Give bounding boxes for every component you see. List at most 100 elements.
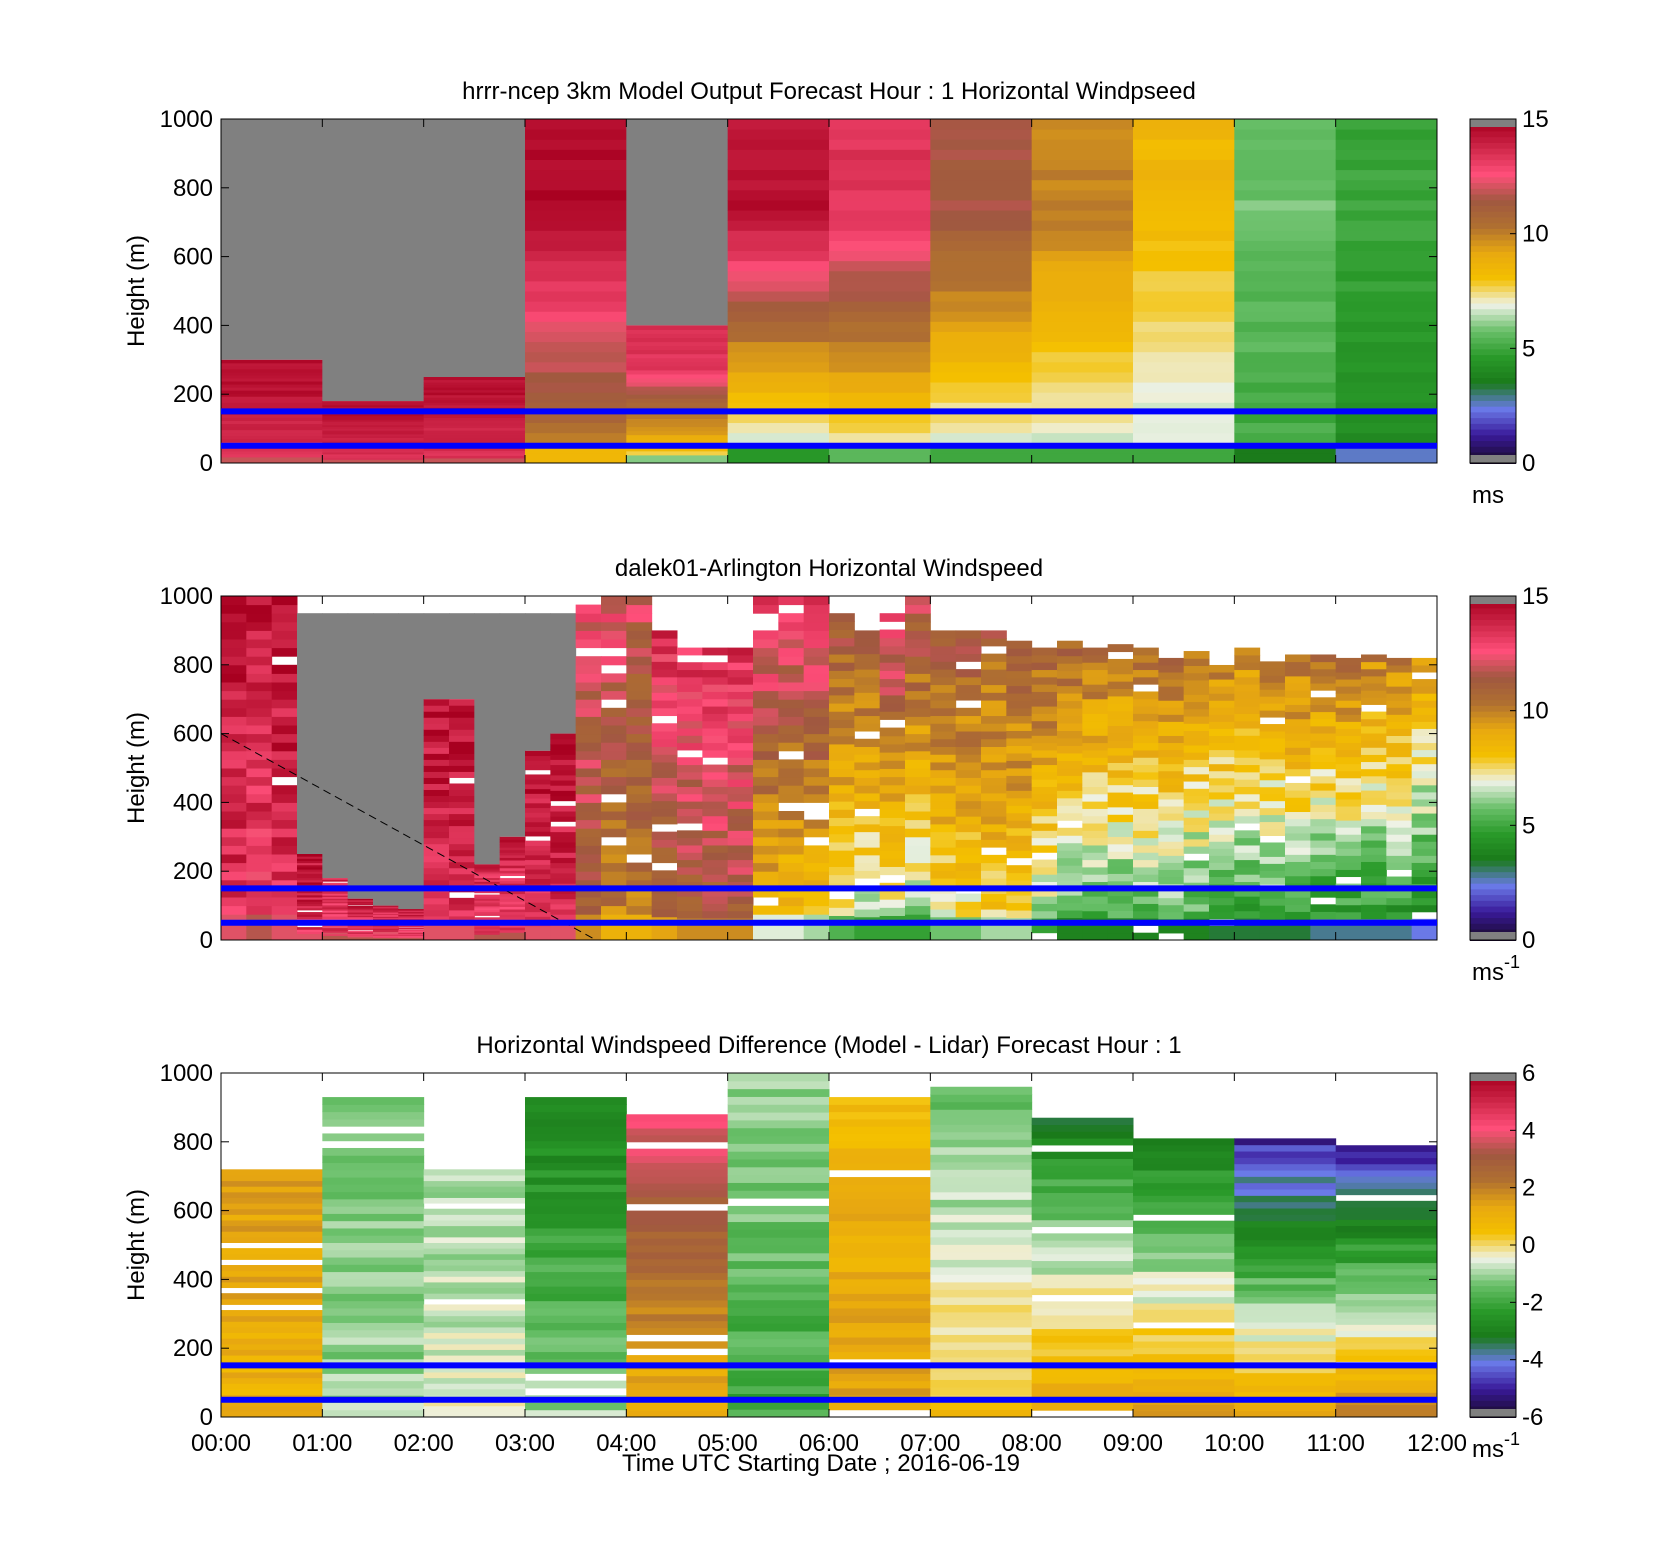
data-cell: [499, 860, 526, 864]
data-cell: [398, 936, 425, 938]
colorbar-tick-label: 2: [1522, 1175, 1535, 1202]
data-cell: [930, 1409, 1033, 1418]
data-cell: [575, 733, 602, 743]
data-cell: [1335, 1262, 1438, 1270]
data-cell: [423, 1186, 526, 1193]
data-cell: [651, 816, 678, 825]
data-cell: [575, 690, 602, 700]
data-cell: [347, 915, 374, 917]
data-cell: [955, 761, 982, 771]
data-cell: [1386, 721, 1413, 729]
colorbar-swatch: [1470, 704, 1516, 712]
data-cell: [373, 909, 399, 911]
data-cell: [1158, 862, 1185, 870]
data-cell: [1057, 872, 1083, 881]
data-cell: [702, 859, 729, 868]
colorbar-swatch: [1470, 365, 1516, 373]
data-cell: [1082, 654, 1109, 663]
data-cell: [525, 916, 551, 922]
data-cell: [221, 1371, 323, 1379]
data-cell: [1335, 925, 1362, 934]
data-cell: [246, 793, 273, 803]
data-cell: [1209, 763, 1235, 772]
data-cell: [423, 801, 450, 809]
data-cell: [879, 931, 906, 941]
colorbar-swatch: [1470, 153, 1516, 161]
data-cell: [1285, 683, 1311, 691]
data-cell: [1234, 815, 1261, 824]
data-cell: [1006, 663, 1033, 672]
data-cell: [905, 802, 931, 812]
data-cell: [525, 1133, 627, 1142]
data-cell: [1234, 169, 1337, 181]
data-cell: [1133, 1284, 1235, 1291]
data-cell: [221, 854, 247, 864]
y-tick-label: 0: [200, 927, 213, 954]
data-cell: [1133, 779, 1159, 787]
data-cell: [930, 669, 957, 678]
data-cell: [1031, 1158, 1134, 1166]
data-cell: [727, 874, 754, 883]
y-tick-label: 400: [173, 789, 213, 816]
data-cell: [1082, 830, 1109, 839]
data-cell: [1335, 827, 1362, 835]
data-cell: [753, 759, 779, 769]
data-cell: [221, 384, 323, 388]
data-cell: [626, 733, 653, 743]
data-cell: [1335, 1182, 1438, 1189]
data-cell: [879, 727, 906, 737]
data-cell: [930, 1214, 1033, 1223]
colorbar-swatch: [1470, 308, 1516, 315]
data-cell: [1386, 876, 1413, 885]
data-cell: [1031, 1314, 1134, 1323]
data-cell: [423, 1405, 526, 1412]
data-cell: [981, 924, 1007, 933]
data-cell: [221, 453, 323, 458]
data-cell: [1133, 749, 1159, 758]
data-cell: [1158, 714, 1185, 722]
data-cell: [1133, 1353, 1235, 1361]
data-cell: [1234, 1391, 1337, 1399]
data-cell: [1133, 1404, 1235, 1412]
data-cell: [601, 750, 627, 760]
data-cell: [1183, 903, 1210, 912]
data-cell: [271, 613, 298, 623]
data-cell: [246, 811, 273, 821]
data-cell: [1335, 869, 1362, 878]
data-cell: [930, 731, 957, 740]
data-cell: [753, 862, 779, 872]
data-cell: [829, 1111, 931, 1120]
data-cell: [829, 833, 855, 843]
data-cell: [1031, 691, 1058, 700]
data-cell: [1310, 754, 1337, 763]
data-cell: [829, 727, 855, 737]
data-cell: [1310, 932, 1337, 941]
data-cell: [525, 935, 551, 941]
data-cell: [1310, 668, 1337, 677]
data-cell: [1183, 665, 1210, 674]
data-cell: [803, 897, 830, 907]
data-cell: [1031, 280, 1134, 292]
data-cell: [297, 933, 323, 937]
data-cell: [1285, 754, 1311, 763]
data-cell: [423, 384, 526, 388]
data-cell: [829, 1198, 931, 1207]
data-cell: [1107, 762, 1134, 771]
data-cell: [1234, 1410, 1337, 1418]
data-cell: [449, 909, 475, 917]
data-cell: [753, 828, 779, 838]
colorbar-swatch: [1470, 285, 1516, 292]
data-cell: [905, 656, 931, 666]
colorbar-swatch: [1470, 273, 1516, 281]
data-cell: [651, 630, 678, 639]
data-cell: [221, 1377, 323, 1384]
data-cell: [955, 878, 982, 887]
data-cell: [423, 435, 526, 439]
data-cell: [677, 676, 703, 685]
data-cell: [626, 1224, 729, 1232]
colorbar-swatch: [1470, 831, 1516, 838]
data-cell: [423, 379, 526, 383]
data-cell: [1335, 1200, 1438, 1208]
data-cell: [1234, 684, 1261, 692]
data-cell: [1133, 1385, 1235, 1393]
